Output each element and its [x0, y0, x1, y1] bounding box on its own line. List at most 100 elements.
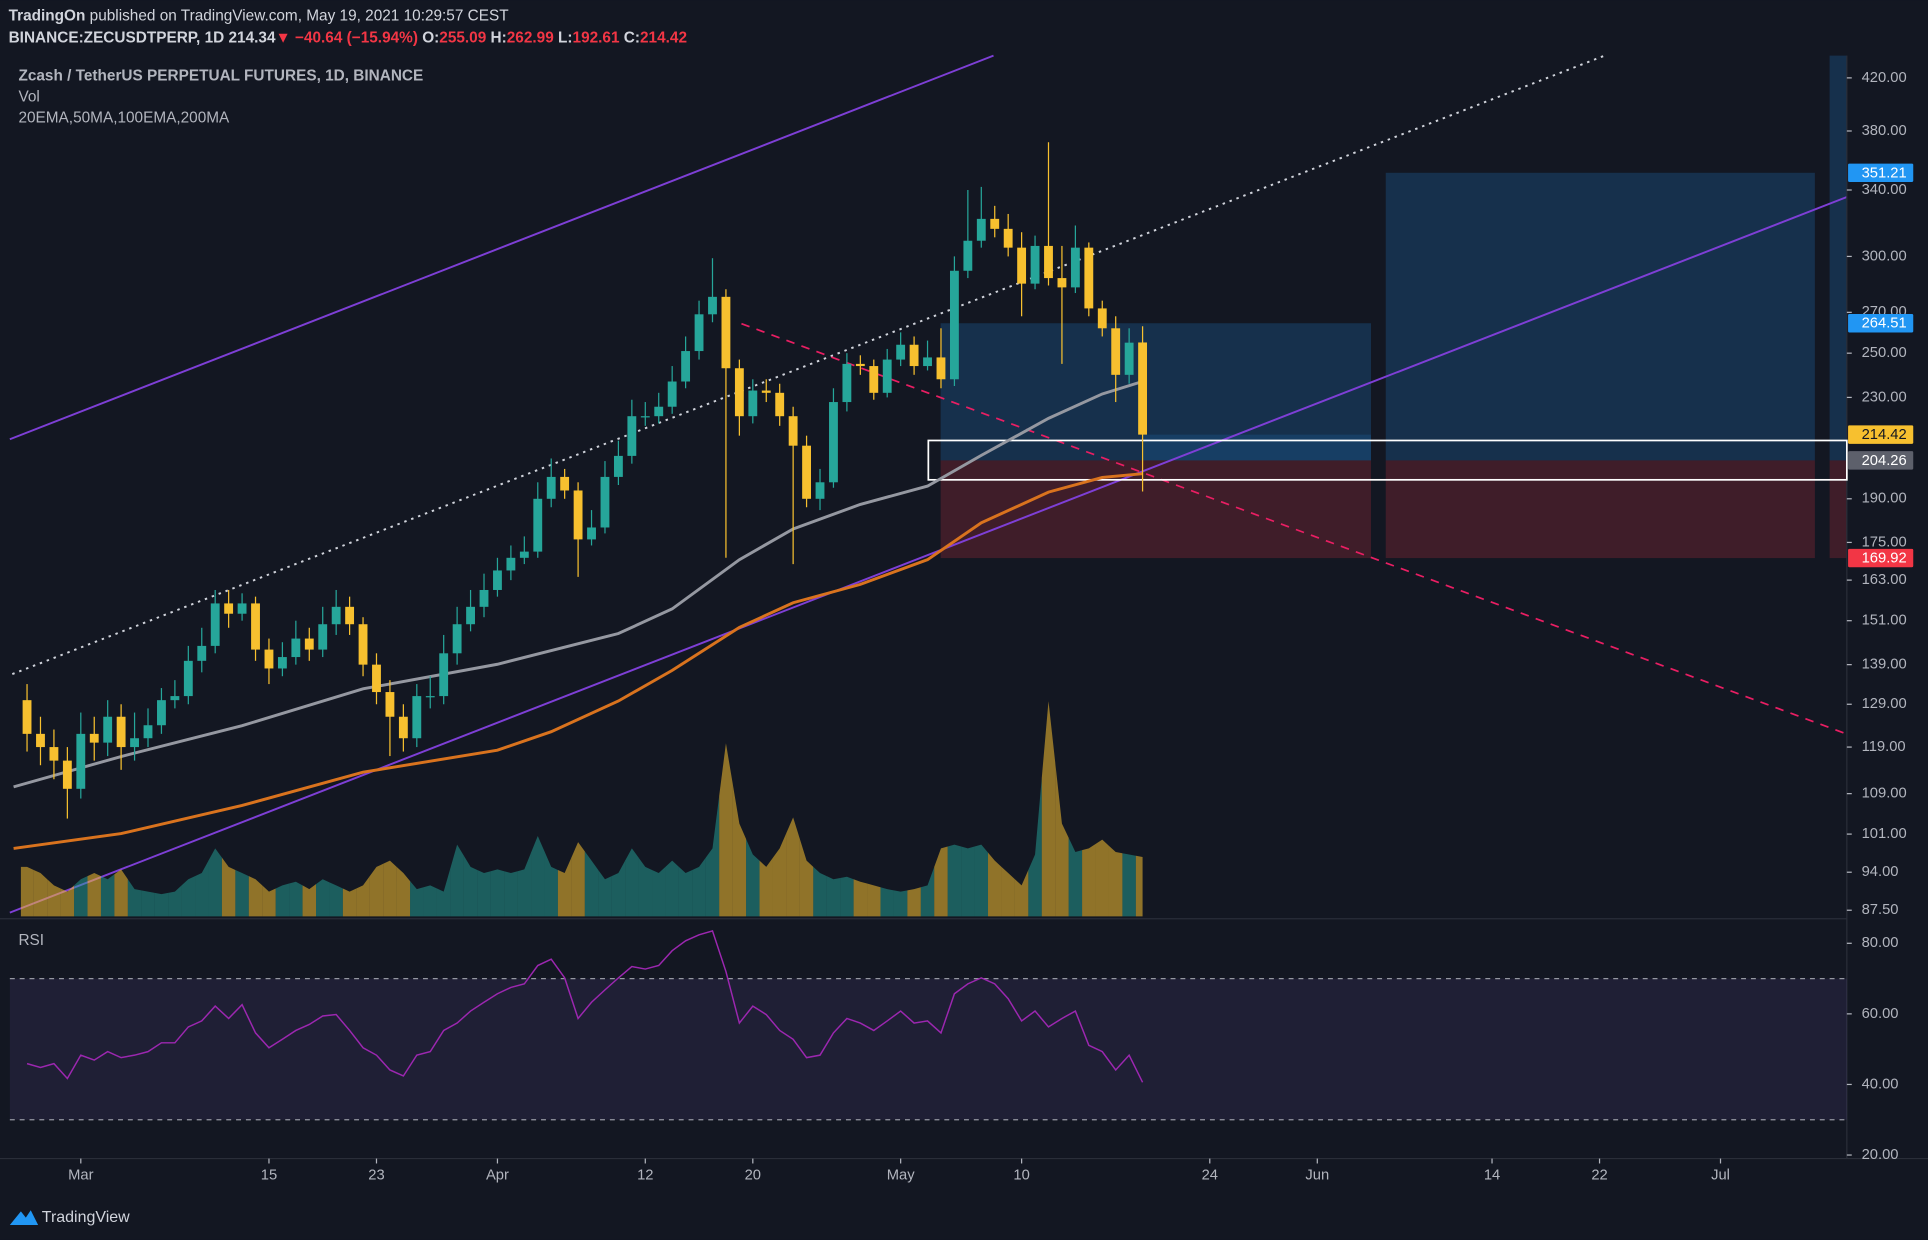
volume-area — [342, 888, 357, 917]
x-tick-label: 15 — [261, 1168, 277, 1184]
volume-area — [396, 866, 411, 917]
volume-area — [1001, 866, 1015, 917]
volume-area — [87, 873, 101, 917]
symbol-line: BINANCE:ZECUSDTPERP, 1D 214.34▼ −40.64 (… — [9, 29, 687, 46]
footer-text: TradingView — [42, 1209, 130, 1226]
volume-area — [826, 876, 841, 917]
price-label-bg — [1848, 425, 1914, 444]
price-label-bg — [1848, 548, 1914, 568]
volume-area — [611, 860, 626, 917]
volume-area — [517, 852, 532, 917]
x-tick-label: Jul — [1711, 1168, 1730, 1184]
candle-body — [667, 381, 677, 407]
volume-area — [436, 868, 451, 917]
volume-area — [1135, 855, 1143, 917]
volume-area — [880, 887, 894, 917]
price-label: 169.92 — [1862, 551, 1907, 567]
candle-body — [681, 351, 691, 382]
candle-body — [372, 664, 381, 693]
candle-body — [882, 359, 892, 393]
x-tick-label: May — [887, 1168, 915, 1184]
x-tick-label: 14 — [1484, 1168, 1500, 1184]
rsi-tick-label: 20.00 — [1862, 1147, 1899, 1163]
ohlc-val: 214.42 — [640, 29, 687, 46]
volume-area — [732, 783, 747, 917]
moving-average — [13, 472, 1143, 850]
moving-average — [13, 380, 1144, 789]
price-label-bg — [1848, 163, 1914, 183]
change: ▼ −40.64 (−15.94%) — [276, 29, 418, 46]
volume-area — [853, 879, 868, 917]
volume-area — [1068, 837, 1083, 917]
candle-body — [748, 390, 758, 417]
volume-area — [289, 881, 303, 917]
volume-area — [423, 885, 437, 917]
candle-body — [976, 218, 986, 241]
candle-body — [1084, 247, 1094, 309]
candle-body — [1124, 342, 1134, 375]
y-tick-label: 139.00 — [1862, 657, 1907, 673]
volume-area — [571, 842, 585, 917]
current-zone — [1143, 434, 1371, 461]
candle-body — [170, 696, 180, 701]
candle-body — [829, 402, 838, 483]
candle-body — [466, 606, 475, 625]
volume-area — [1055, 762, 1069, 917]
y-tick-label: 163.00 — [1862, 572, 1907, 588]
y-tick-label: 300.00 — [1862, 248, 1907, 264]
candle-body — [237, 603, 247, 614]
footer-logo: TradingView — [9, 1209, 130, 1226]
price-label-bg — [1848, 451, 1914, 470]
volume-area — [1095, 839, 1109, 917]
candle-body — [869, 366, 879, 393]
volume-area — [1122, 853, 1136, 917]
candle-body — [734, 368, 744, 417]
volume-area — [786, 817, 800, 917]
volume-area — [988, 852, 1002, 917]
volume-area — [840, 876, 854, 917]
candle-body — [708, 296, 717, 315]
candle-body — [493, 570, 502, 590]
candle-body — [1057, 278, 1067, 288]
volume-area — [504, 871, 518, 917]
volume-area — [1041, 701, 1056, 917]
candle-body — [775, 392, 785, 417]
candle-body — [506, 557, 516, 571]
candle-body — [654, 406, 664, 417]
candle-body — [761, 390, 771, 393]
y-tick-label: 94.00 — [1862, 864, 1899, 880]
y-tick-label: 420.00 — [1862, 70, 1907, 86]
candle-body — [62, 760, 72, 789]
volume-area — [47, 879, 61, 917]
volume-label: Vol — [18, 88, 39, 105]
volume-area — [302, 884, 317, 917]
volume-area — [208, 848, 222, 917]
x-tick-label: 23 — [368, 1168, 384, 1184]
volume-area — [920, 866, 935, 917]
y-tick-label: 101.00 — [1862, 826, 1907, 842]
x-tick-label: 24 — [1202, 1168, 1218, 1184]
candle-body — [412, 696, 422, 739]
stop-zone — [1385, 460, 1815, 559]
volume-area — [598, 869, 612, 917]
candle-body — [358, 624, 368, 665]
y-tick-label: 230.00 — [1862, 389, 1907, 405]
volume-area — [625, 848, 639, 917]
candle-body — [452, 624, 462, 654]
volume-area — [638, 857, 653, 917]
candle-body — [613, 455, 623, 477]
volume-area — [369, 863, 384, 917]
volume-area — [450, 844, 464, 917]
candle-body — [1070, 247, 1080, 288]
y-tick-label: 380.00 — [1862, 123, 1907, 139]
y-tick-label: 109.00 — [1862, 786, 1907, 802]
candle-body — [49, 747, 59, 761]
candle-body — [815, 482, 825, 499]
x-tick-label: Jun — [1305, 1168, 1329, 1184]
volume-area — [759, 857, 773, 917]
candle-body — [304, 638, 314, 650]
candle-body — [425, 696, 435, 698]
rsi-label: RSI — [18, 932, 44, 949]
